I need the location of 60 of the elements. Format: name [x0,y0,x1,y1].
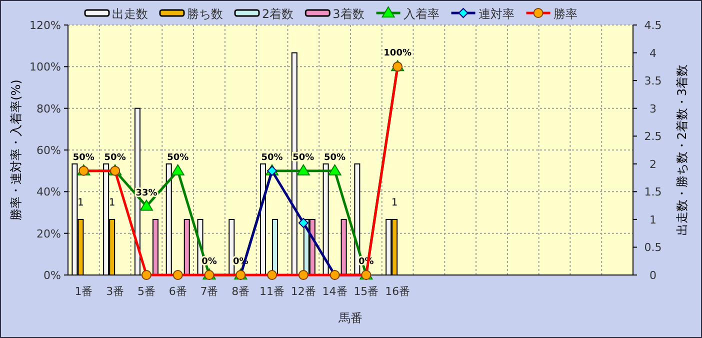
point [296,164,310,176]
y2-tick-label: 1 [650,213,656,226]
legend-label: 3着数 [332,7,364,21]
x-tick-label: 5番 [137,285,156,298]
y2-tick-label: 3 [650,102,656,116]
y2-tick-label: 3.5 [644,74,662,88]
y2-tick-label: 0.5 [644,241,662,254]
data-label: 1 [78,197,84,208]
y-axis-title: 勝率・連対率・入着率(%) [9,80,23,220]
bar [184,218,190,276]
x-tick-label: 15番 [354,285,379,298]
y2-axis-title: 出走数・勝ち数・2着数・3着数 [675,64,689,236]
x-tick-label: 12番 [290,285,316,298]
bar [166,163,172,276]
y2-tick-label: 4.5 [644,19,662,32]
y-tick-label: 40% [36,186,61,199]
bar [272,218,278,276]
point [328,164,342,176]
legend-label: 勝ち数 [187,7,223,21]
y2-tick-label: 4 [650,46,656,60]
data-label: 50% [324,152,346,163]
x-tick-label: 8番 [232,285,250,298]
legend-label: 出走数 [112,7,148,21]
y-tick-label: 20% [36,227,61,240]
data-label: 50% [167,152,189,163]
x-tick-label: 11番 [260,285,285,298]
x-tick-label: 7番 [200,285,218,298]
x-axis-title: 馬番 [338,311,362,325]
bar [322,163,329,276]
legend-label: 2着数 [262,7,294,21]
y-tick-label: 120% [30,19,61,32]
point [298,218,308,228]
bar [260,163,266,276]
y-tick-label: 80% [36,102,61,116]
x-tick-label: 3番 [106,285,124,298]
data-label: 1 [108,197,116,208]
y2-tick-label: 0 [650,269,656,282]
bar [228,218,235,276]
data-label: 100% [384,48,412,59]
point [140,200,153,211]
data-label: 50% [72,152,94,163]
legend-label: 勝率 [553,7,578,21]
legend-label: 連対率 [478,7,514,21]
point [171,164,184,176]
data-label: 1 [391,197,398,208]
y2-tick-label: 2.5 [644,130,662,144]
y2-tick-label: 1.5 [644,186,662,199]
x-tick-label: 14番 [322,285,348,298]
y2-tick-label: 2 [650,158,656,171]
data-label: 50% [104,152,126,163]
x-tick-label: 1番 [74,285,93,298]
x-tick-label: 6番 [168,285,187,298]
bar [152,218,158,276]
y-tick-label: 60% [36,144,61,157]
y-tick-label: 100% [30,60,61,74]
y-tick-label: 0% [44,269,61,282]
bar [340,218,347,276]
data-label: 50% [261,152,283,163]
legend-label: 入着率 [403,7,440,21]
x-tick-label: 16番 [385,285,410,298]
